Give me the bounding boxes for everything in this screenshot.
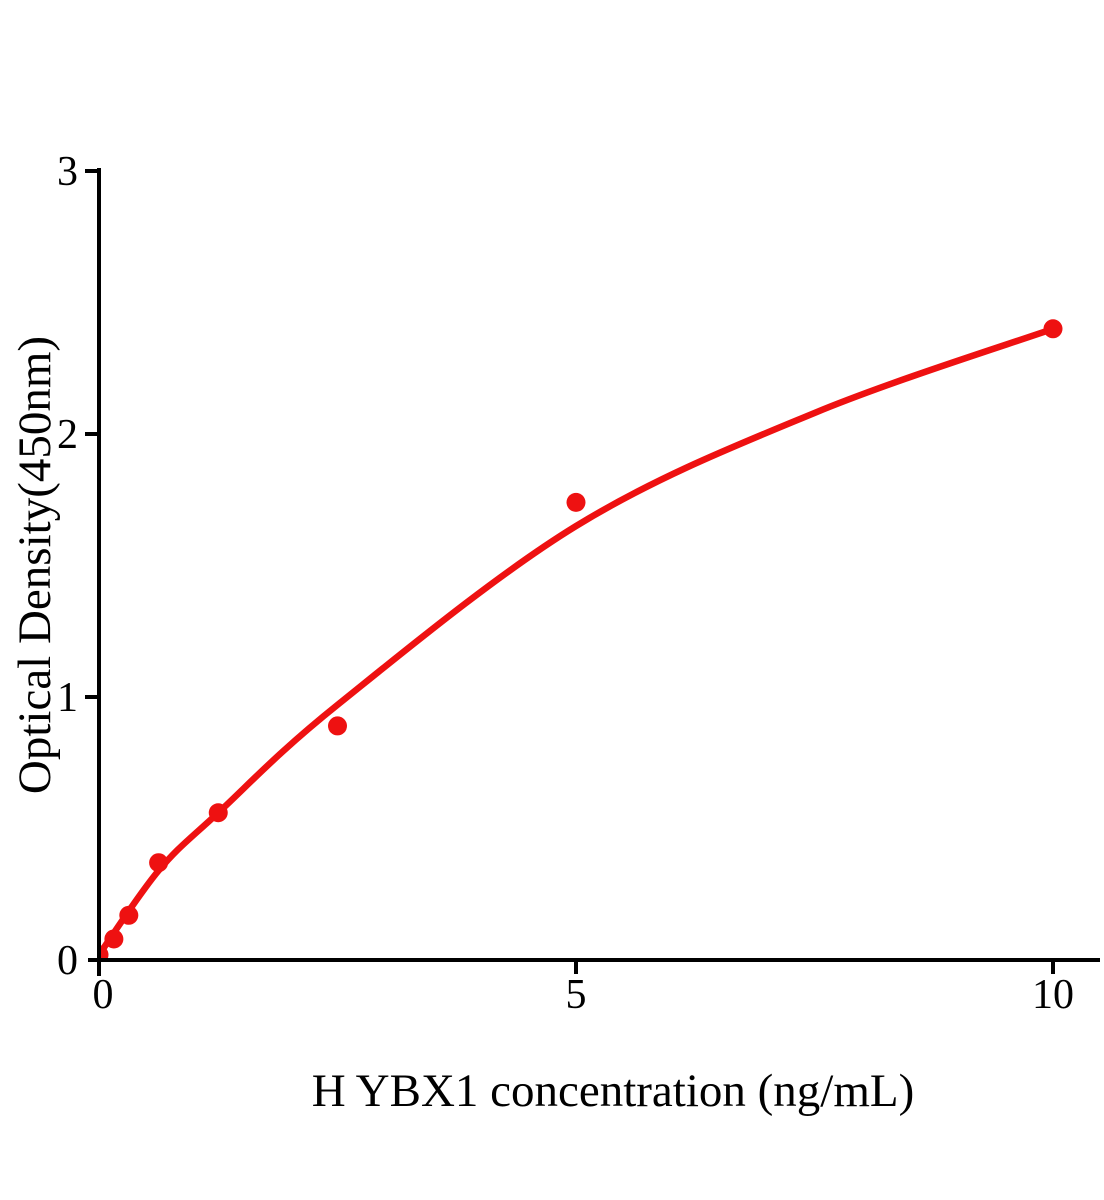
y-axis-title: Optical Density(450nm) bbox=[9, 335, 61, 795]
y-tick-label-1: 1 bbox=[57, 675, 78, 721]
fitted-curve bbox=[101, 325, 1057, 958]
data-point bbox=[104, 929, 124, 949]
data-point bbox=[101, 945, 109, 958]
y-tick-label-3: 3 bbox=[57, 149, 78, 195]
data-point bbox=[1043, 319, 1063, 339]
data-point bbox=[566, 492, 586, 512]
data-point bbox=[149, 853, 169, 873]
y-tick-label-0: 0 bbox=[57, 938, 78, 984]
data-point bbox=[328, 716, 347, 736]
x-tick-label-0: 0 bbox=[93, 972, 114, 1018]
x-tick-label-10: 10 bbox=[1032, 972, 1074, 1018]
plot-area bbox=[101, 319, 1063, 958]
x-tick-label-5: 5 bbox=[566, 972, 587, 1018]
data-point bbox=[208, 803, 228, 823]
x-axis-title: H YBX1 concentration (ng/mL) bbox=[311, 1065, 915, 1117]
y-tick-label-2: 2 bbox=[57, 412, 78, 458]
data-point bbox=[119, 905, 139, 925]
